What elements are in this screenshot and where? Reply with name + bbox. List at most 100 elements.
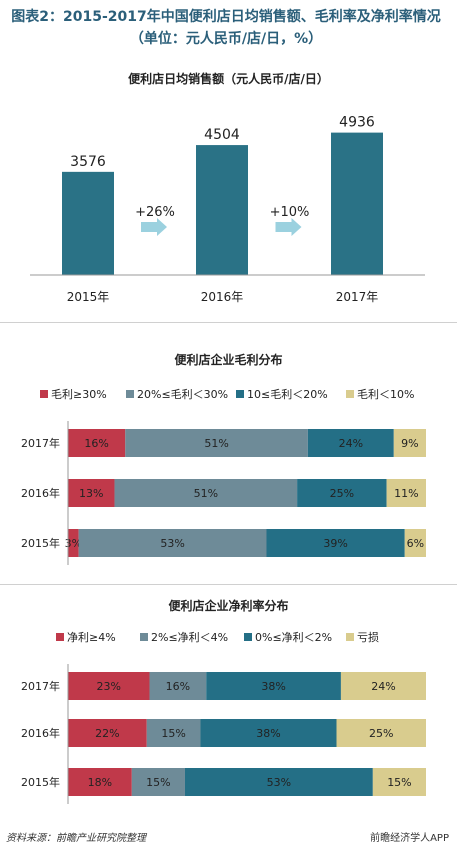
legend-item: 毛利＜10% [346, 386, 414, 402]
stacked-segment [200, 719, 337, 747]
legend-label: 0%≤净利＜2% [255, 631, 333, 644]
stacked-segment [68, 479, 115, 507]
stacked-segment [68, 529, 79, 557]
chart1-title: 便利店日均销售额（元人民币/店/日） [128, 72, 329, 86]
daily-sales-bar-chart: 3576 2015年 4504 2016年 4936 2017年 +26% +10% [30, 115, 425, 304]
segment-label: 53% [160, 537, 184, 550]
stacked-segment [372, 768, 426, 796]
segment-label: 39% [323, 537, 347, 550]
legend-item: 2%≤净利＜4% [140, 629, 228, 645]
segment-label: 25% [330, 487, 354, 500]
legend-label: 2%≤净利＜4% [151, 631, 229, 644]
stacked-segment [68, 768, 132, 796]
segment-label: 13% [79, 487, 103, 500]
stacked-segment [336, 719, 426, 747]
source-note: 资料来源：前瞻产业研究院整理 [6, 833, 146, 844]
segment-label: 11% [394, 487, 418, 500]
segment-label: 25% [369, 727, 393, 740]
segment-label: 51% [194, 487, 218, 500]
segment-label: 3% [65, 537, 82, 550]
legend-swatch [140, 633, 148, 641]
legend-label: 毛利＜10% [357, 388, 415, 401]
stacked-segment [68, 429, 126, 457]
stacked-segment [78, 529, 267, 557]
segment-label: 22% [95, 727, 119, 740]
row-label: 2016年 [21, 486, 60, 500]
segment-label: 38% [256, 727, 280, 740]
legend-label: 毛利≥30% [51, 388, 107, 401]
divider [0, 322, 457, 323]
net-margin-stacked-chart: 2017年 23% 16% 38% 24% 2016年 22% 15% 38% 25% 2015年 1… [21, 664, 426, 804]
stacked-segment [393, 429, 426, 457]
segment-label: 51% [204, 437, 228, 450]
stacked-segment [386, 479, 426, 507]
row-label: 2017年 [21, 436, 60, 450]
segment-label: 15% [161, 727, 185, 740]
segment-label: 16% [84, 437, 108, 450]
legend-swatch [346, 633, 354, 641]
legend-label: 亏损 [357, 631, 379, 644]
stacked-segment [297, 479, 387, 507]
gross-margin-stacked-chart: 2017年 16% 51% 24% 9% 2016年 13% 51% 25% 11% 2015年 3%… [21, 421, 426, 565]
growth-arrow [141, 218, 167, 236]
stacked-segment [125, 429, 308, 457]
chart3-title: 便利店企业净利率分布 [168, 599, 289, 613]
legend-item: 20%≤毛利＜30% [126, 386, 228, 402]
sales-value-label: 3576 [70, 154, 106, 170]
segment-label: 24% [339, 437, 363, 450]
stacked-segment [131, 768, 185, 796]
stacked-segment [68, 672, 150, 700]
segment-label: 38% [261, 680, 285, 693]
legend-swatch [56, 633, 64, 641]
stacked-segment [206, 672, 341, 700]
legend-item: 净利≥4% [56, 629, 116, 645]
legend-item: 毛利≥30% [40, 386, 107, 402]
segment-label: 6% [407, 537, 424, 550]
legend-label: 20%≤毛利＜30% [137, 388, 229, 401]
legend-swatch [346, 390, 354, 398]
row-label: 2016年 [21, 726, 60, 740]
growth-label: +26% [135, 205, 175, 220]
segment-label: 24% [371, 680, 395, 693]
growth-label: +10% [270, 205, 310, 220]
stacked-segment [146, 719, 201, 747]
legend-label: 10≤毛利＜20% [247, 388, 328, 401]
row-label: 2015年 [21, 775, 60, 789]
legend-swatch [126, 390, 134, 398]
brand-label: 前瞻经济学人APP [370, 833, 449, 844]
legend-item: 10≤毛利＜20% [236, 386, 328, 402]
x-tick-label: 2015年 [67, 290, 110, 304]
x-tick-label: 2016年 [201, 290, 244, 304]
stacked-segment [149, 672, 207, 700]
legend-swatch [244, 633, 252, 641]
segment-label: 15% [146, 776, 170, 789]
legend-swatch [40, 390, 48, 398]
segment-label: 16% [166, 680, 190, 693]
stacked-segment [114, 479, 298, 507]
segment-label: 18% [88, 776, 112, 789]
sales-value-label: 4504 [204, 127, 240, 143]
stacked-segment [340, 672, 426, 700]
row-label: 2015年 [21, 536, 60, 550]
legend-item: 亏损 [346, 629, 379, 645]
stacked-segment [68, 719, 147, 747]
sales-bar [196, 145, 248, 275]
row-label: 2017年 [21, 679, 60, 693]
growth-arrow [275, 218, 302, 236]
sales-value-label: 4936 [339, 115, 375, 131]
legend-item: 0%≤净利＜2% [244, 629, 332, 645]
sales-bar [331, 132, 383, 275]
legend-swatch [236, 390, 244, 398]
segment-label: 23% [97, 680, 121, 693]
divider [0, 584, 457, 585]
segment-label: 15% [387, 776, 411, 789]
stacked-segment [307, 429, 394, 457]
segment-label: 9% [401, 437, 418, 450]
stacked-segment [266, 529, 405, 557]
sales-bar [62, 171, 114, 275]
stacked-segment [184, 768, 373, 796]
segment-label: 53% [267, 776, 291, 789]
chart2-title: 便利店企业毛利分布 [174, 353, 283, 367]
x-tick-label: 2017年 [336, 290, 379, 304]
legend-label: 净利≥4% [67, 631, 116, 644]
